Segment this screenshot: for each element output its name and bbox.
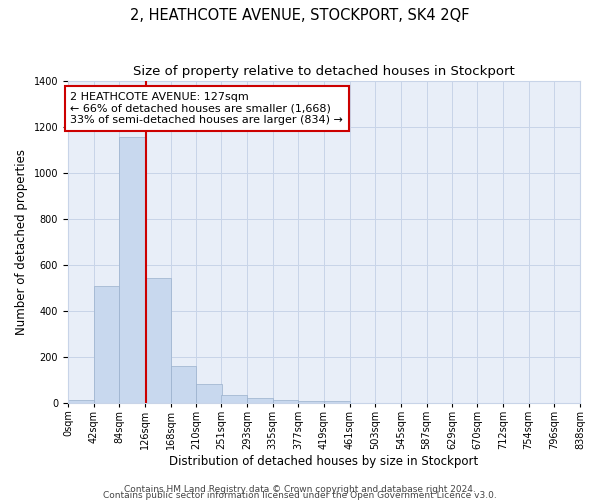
Title: Size of property relative to detached houses in Stockport: Size of property relative to detached ho… [133,65,515,78]
Text: 2, HEATHCOTE AVENUE, STOCKPORT, SK4 2QF: 2, HEATHCOTE AVENUE, STOCKPORT, SK4 2QF [130,8,470,22]
Bar [94,286,119,403]
Y-axis label: Number of detached properties: Number of detached properties [15,148,28,334]
Bar [247,398,272,402]
Bar [145,278,170,402]
Bar [221,395,247,402]
Text: 2 HEATHCOTE AVENUE: 127sqm
← 66% of detached houses are smaller (1,668)
33% of s: 2 HEATHCOTE AVENUE: 127sqm ← 66% of deta… [70,92,343,125]
Text: Contains public sector information licensed under the Open Government Licence v3: Contains public sector information licen… [103,490,497,500]
Bar [170,366,196,403]
Bar [119,137,145,402]
Bar [68,400,94,402]
Text: Contains HM Land Registry data © Crown copyright and database right 2024.: Contains HM Land Registry data © Crown c… [124,484,476,494]
Bar [196,384,222,402]
Bar [272,400,298,402]
X-axis label: Distribution of detached houses by size in Stockport: Distribution of detached houses by size … [169,454,479,468]
